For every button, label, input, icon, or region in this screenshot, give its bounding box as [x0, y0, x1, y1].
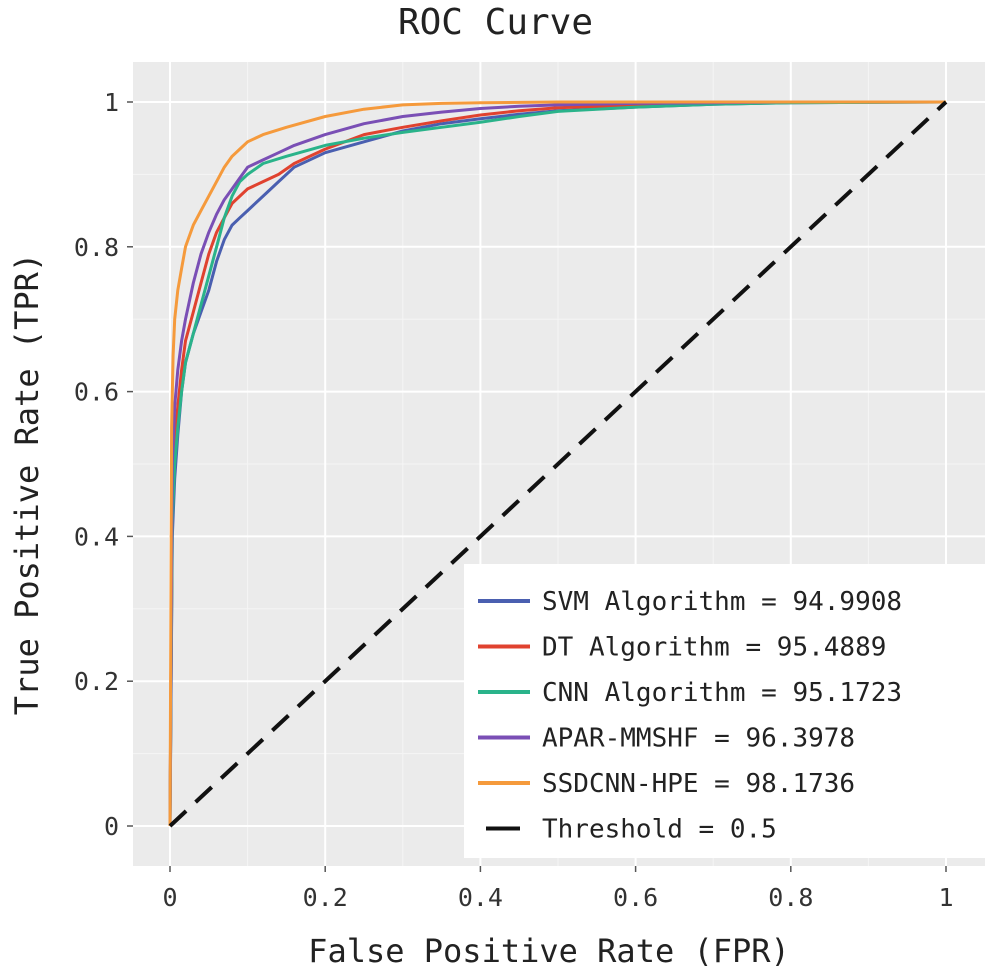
y-tick-label: 0.8 — [74, 233, 119, 262]
series-line-2 — [168, 100, 947, 827]
legend-box — [464, 564, 985, 858]
series-line-5 — [168, 100, 948, 828]
y-tick-label: 0 — [104, 812, 119, 841]
legend-entry-1: DT Algorithm = 95.4889 — [542, 633, 886, 663]
x-tick-label: 0.6 — [613, 883, 658, 912]
x-tick-label: 0.4 — [458, 883, 503, 912]
series-line-1 — [168, 100, 946, 827]
x-tick-label: 1 — [938, 883, 953, 912]
x-tick-label: 0.8 — [768, 883, 813, 912]
y-axis-label: True Positive Rate (TPR) — [8, 253, 46, 715]
x-tick-label: 0 — [162, 883, 177, 912]
series-line-3 — [168, 100, 946, 827]
legend-entry-0: SVM Algorithm = 94.9908 — [542, 587, 902, 617]
legend-entry-4: SSDCNN-HPE = 98.1736 — [542, 769, 855, 799]
series-line-4 — [168, 100, 946, 827]
y-tick-label: 0.4 — [74, 522, 119, 551]
y-tick-label: 1 — [104, 88, 119, 117]
legend-entry-5: Threshold = 0.5 — [542, 815, 777, 845]
x-tick-label: 0.2 — [303, 883, 348, 912]
legend-entry-2: CNN Algorithm = 95.1723 — [542, 678, 902, 708]
y-tick-label: 0.2 — [74, 667, 119, 696]
legend-entry-3: APAR-MMSHF = 96.3978 — [542, 724, 855, 754]
chart-title: ROC Curve — [397, 2, 594, 43]
y-tick-label: 0.6 — [74, 378, 119, 407]
x-axis-label: False Positive Rate (FPR) — [308, 932, 790, 970]
